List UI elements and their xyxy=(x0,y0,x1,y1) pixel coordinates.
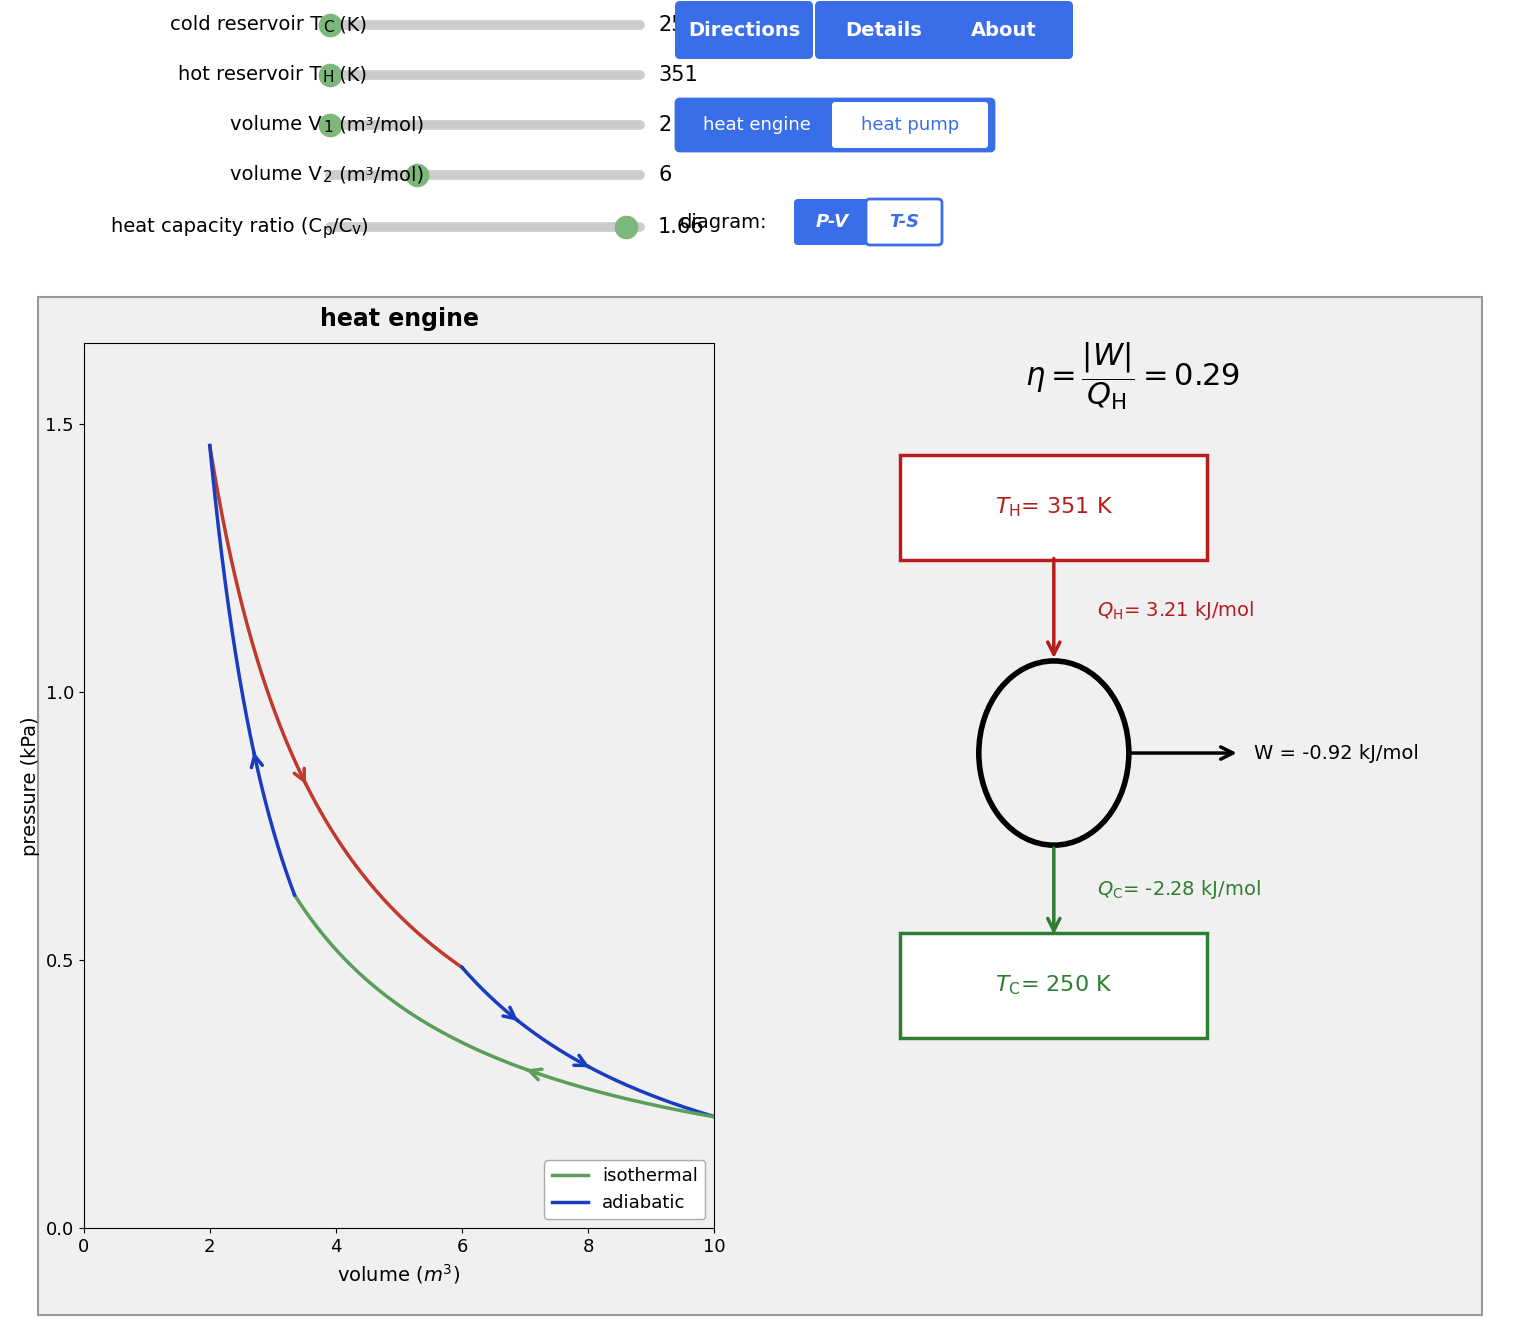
Text: p: p xyxy=(322,223,333,238)
Text: volume V: volume V xyxy=(230,166,322,185)
Text: P-V: P-V xyxy=(816,212,848,231)
Legend: isothermal, adiabatic: isothermal, adiabatic xyxy=(544,1159,705,1219)
Text: (m³/mol): (m³/mol) xyxy=(333,116,424,134)
Text: W = -0.92 kJ/mol: W = -0.92 kJ/mol xyxy=(1254,744,1418,762)
Text: 2: 2 xyxy=(658,116,672,135)
Text: heat capacity ratio (C: heat capacity ratio (C xyxy=(111,218,322,236)
FancyBboxPatch shape xyxy=(675,1,813,58)
FancyBboxPatch shape xyxy=(793,199,869,244)
Text: 6: 6 xyxy=(658,165,672,185)
FancyBboxPatch shape xyxy=(815,1,953,58)
Text: $T_\mathrm{H}$= 351 K: $T_\mathrm{H}$= 351 K xyxy=(994,495,1113,519)
Text: T-S: T-S xyxy=(889,212,920,231)
Text: 1: 1 xyxy=(322,121,333,135)
Text: 1.66: 1.66 xyxy=(658,216,705,236)
FancyBboxPatch shape xyxy=(831,102,988,147)
Y-axis label: pressure (kPa): pressure (kPa) xyxy=(21,716,40,855)
Text: hot reservoir T: hot reservoir T xyxy=(178,65,322,85)
Text: (K): (K) xyxy=(333,65,366,85)
FancyBboxPatch shape xyxy=(900,932,1207,1038)
Text: $T_\mathrm{C}$= 250 K: $T_\mathrm{C}$= 250 K xyxy=(996,973,1113,997)
Text: volume V: volume V xyxy=(230,116,322,134)
Text: (K): (K) xyxy=(333,16,366,35)
Text: v: v xyxy=(353,223,362,238)
Text: H: H xyxy=(322,70,334,85)
Text: ): ) xyxy=(360,218,368,236)
Text: (m³/mol): (m³/mol) xyxy=(333,166,424,185)
FancyBboxPatch shape xyxy=(935,1,1073,58)
Text: cold reservoir T: cold reservoir T xyxy=(170,16,322,35)
Text: About: About xyxy=(971,20,1037,40)
Text: heat engine: heat engine xyxy=(704,116,812,134)
Text: Directions: Directions xyxy=(689,20,800,40)
FancyBboxPatch shape xyxy=(866,199,942,244)
Text: /C: /C xyxy=(331,218,353,236)
Text: diagram:: diagram: xyxy=(679,212,768,231)
Text: $Q_\mathrm{H}$= 3.21 kJ/mol: $Q_\mathrm{H}$= 3.21 kJ/mol xyxy=(1096,599,1254,623)
Title: heat engine: heat engine xyxy=(319,308,479,332)
FancyBboxPatch shape xyxy=(676,100,994,151)
Text: Details: Details xyxy=(845,20,923,40)
Text: $Q_\mathrm{C}$= -2.28 kJ/mol: $Q_\mathrm{C}$= -2.28 kJ/mol xyxy=(1096,878,1260,900)
FancyBboxPatch shape xyxy=(900,454,1207,560)
Text: heat pump: heat pump xyxy=(860,116,959,134)
Text: 351: 351 xyxy=(658,65,698,85)
Text: 250: 250 xyxy=(658,15,698,35)
Text: 2: 2 xyxy=(322,170,333,186)
Text: C: C xyxy=(322,20,333,36)
Text: $\eta = \dfrac{|W|}{Q_\mathrm{H}} = 0.29$: $\eta = \dfrac{|W|}{Q_\mathrm{H}} = 0.29… xyxy=(1024,340,1240,412)
X-axis label: volume ($m^3$): volume ($m^3$) xyxy=(337,1262,461,1286)
